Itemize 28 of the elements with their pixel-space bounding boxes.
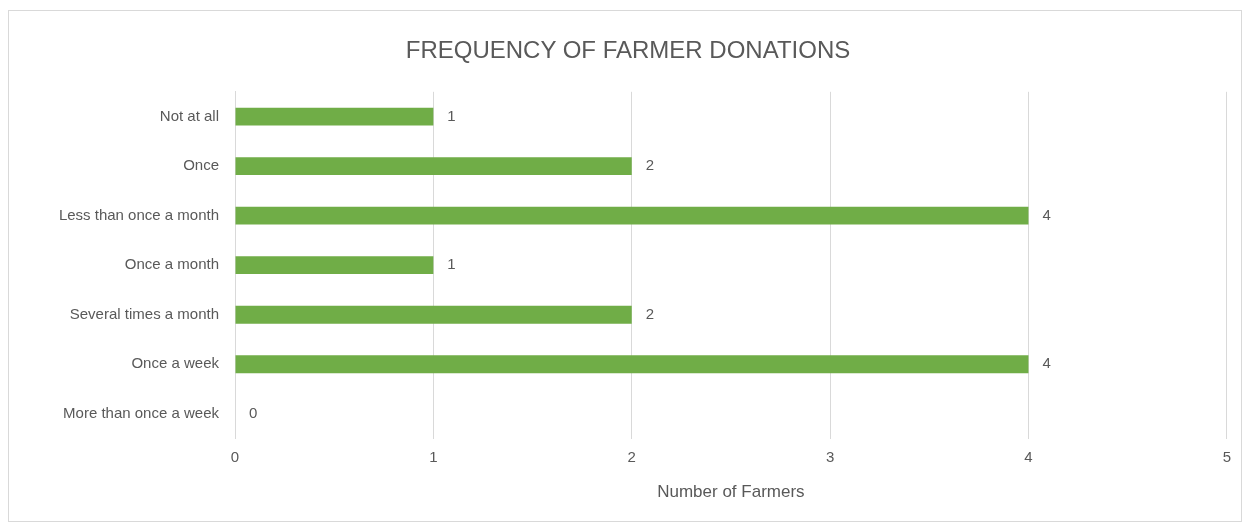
bar <box>235 305 632 324</box>
y-tick-label: Once a month <box>124 255 219 273</box>
x-tick-label: 1 <box>429 447 438 465</box>
x-tick-label: 2 <box>627 447 636 465</box>
x-axis-title: Number of Farmers <box>657 482 805 502</box>
data-label: 0 <box>249 403 258 421</box>
y-tick-label: Once a week <box>131 354 220 372</box>
data-label: 4 <box>1042 205 1051 223</box>
bar <box>235 355 1029 374</box>
x-tick-label: 3 <box>825 447 835 465</box>
data-label: 2 <box>645 304 655 322</box>
bar <box>235 107 434 126</box>
y-tick-label: Several times a month <box>69 304 219 322</box>
y-tick-label: Less than once a month <box>58 205 219 223</box>
y-tick-label: Once <box>183 156 219 174</box>
chart-title: FREQUENCY OF FARMER DONATIONS <box>405 36 851 64</box>
x-tick-label: 0 <box>230 447 240 465</box>
bar <box>235 256 434 275</box>
data-label: 1 <box>447 255 456 273</box>
y-tick-label: Not at all <box>159 106 219 124</box>
bar <box>235 157 632 176</box>
x-tick-label: 4 <box>1024 447 1033 465</box>
data-label: 4 <box>1042 354 1051 372</box>
data-label: 2 <box>645 156 655 174</box>
bar <box>235 206 1029 225</box>
y-tick-label: More than once a week <box>63 403 220 421</box>
data-label: 1 <box>447 106 456 124</box>
x-tick-label: 5 <box>1222 447 1231 465</box>
